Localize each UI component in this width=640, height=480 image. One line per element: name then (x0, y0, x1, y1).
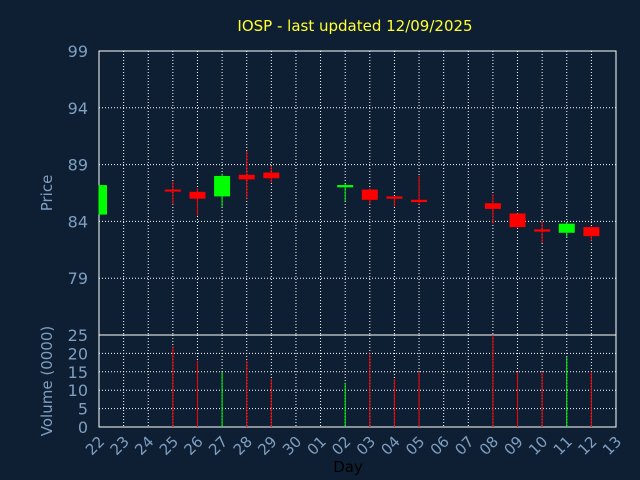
candle-body (164, 189, 181, 192)
volume-tick-label: 20 (68, 344, 88, 363)
candle-body (583, 227, 600, 237)
volume-tick-label: 15 (68, 363, 88, 382)
candle-body (509, 213, 526, 228)
candle-body (411, 199, 428, 203)
chart-title: IOSP - last updated 12/09/2025 (237, 17, 472, 35)
price-tick-label: 89 (68, 156, 88, 175)
candle-body (484, 203, 501, 209)
candle-body (558, 223, 575, 233)
candle-body (361, 189, 378, 200)
candle-body (386, 196, 403, 199)
candle-body (189, 191, 206, 199)
price-tick-label: 94 (68, 99, 88, 118)
volume-tick-label: 5 (78, 400, 88, 419)
volume-panel-frame (98, 334, 617, 428)
volume-axis-label: Volume (0000) (38, 326, 56, 436)
volume-tick-label: 10 (68, 381, 88, 400)
day-axis-label: Day (333, 458, 363, 476)
price-axis-ticks: 99 94 89 84 79 (68, 42, 88, 288)
candle-body (238, 174, 255, 180)
price-candles (98, 150, 600, 243)
price-axis-label: Price (38, 175, 56, 212)
candle-body (337, 185, 354, 188)
volume-tick-label: 0 (78, 418, 88, 437)
candle-body (263, 172, 280, 179)
candle-body (534, 229, 551, 232)
price-tick-label: 99 (68, 42, 88, 61)
candle-body (214, 175, 231, 197)
price-tick-label: 79 (68, 269, 88, 288)
volume-tick-label: 25 (68, 326, 88, 345)
price-tick-label: 84 (68, 212, 88, 231)
candle-body (99, 185, 107, 215)
volume-bars (172, 335, 592, 427)
